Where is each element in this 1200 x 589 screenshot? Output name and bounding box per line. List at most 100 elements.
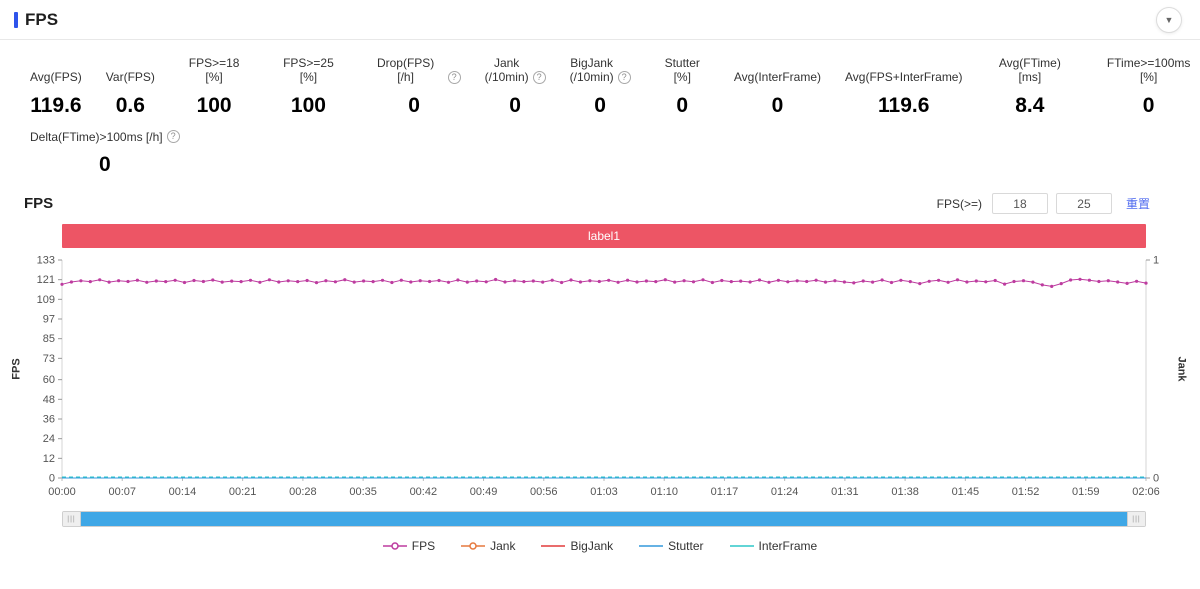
series-marker-fps xyxy=(616,280,620,285)
series-marker-fps xyxy=(776,278,781,283)
series-marker-fps xyxy=(437,279,441,283)
series-marker-fps xyxy=(1021,279,1026,283)
series-marker-fps xyxy=(296,280,300,284)
scrollbar-left-handle[interactable]: ||| xyxy=(63,512,81,527)
stat-label-text: BigJank (/10min) xyxy=(569,56,614,85)
stat-item: Delta(FTime)>100ms [/h]? 0 xyxy=(30,130,180,177)
stat-value: 0 xyxy=(594,93,606,117)
stat-label-text: Avg(FPS+InterFrame) xyxy=(845,70,963,85)
series-marker-fps xyxy=(522,280,526,284)
series-marker-fps xyxy=(682,279,686,283)
series-marker-fps xyxy=(352,280,356,284)
help-icon[interactable]: ? xyxy=(166,130,180,144)
series-marker-fps xyxy=(88,280,92,284)
stat-value: 0 xyxy=(771,93,784,117)
series-marker-fps xyxy=(1012,280,1016,284)
series-marker-fps xyxy=(475,279,479,283)
stat-label: Delta(FTime)>100ms [/h]? xyxy=(30,130,180,144)
series-marker-fps xyxy=(333,280,337,284)
series-marker-fps xyxy=(833,279,837,283)
scrollbar-track[interactable] xyxy=(81,512,1127,527)
series-marker-fps xyxy=(560,281,564,285)
series-marker-fps xyxy=(154,279,158,283)
series-marker-fps xyxy=(182,281,187,285)
y-tick-label: 36 xyxy=(43,414,55,426)
x-tick-label: 01:59 xyxy=(1072,486,1100,498)
y-tick-label: 48 xyxy=(43,394,55,406)
legend-item-interframe[interactable]: InterFrame xyxy=(729,539,817,553)
jank-legend-icon xyxy=(461,542,486,550)
fps-threshold-input-2[interactable] xyxy=(1055,193,1112,215)
series-marker-fps xyxy=(239,280,243,284)
stat-label-text: FPS>=25 [%] xyxy=(283,56,334,85)
y-tick-label: 121 xyxy=(37,274,55,286)
bigjank-legend-icon xyxy=(541,545,566,547)
series-marker-fps xyxy=(880,278,884,282)
stat-label: Var(FPS) xyxy=(106,57,155,85)
scrollbar-right-handle[interactable]: ||| xyxy=(1127,512,1145,527)
y-tick-label: 97 xyxy=(43,314,55,326)
y-axis-label-jank: Jank xyxy=(1175,356,1188,383)
series-marker-fps xyxy=(748,280,752,284)
series-marker-fps xyxy=(805,280,809,284)
fps-panel: FPS ▼ Avg(FPS) 119.6 Var(FPS) 0.6 FPS>=18 [%… xyxy=(0,7,1200,554)
reset-link[interactable]: 重置 xyxy=(1125,197,1150,212)
legend-label: Jank xyxy=(490,539,516,554)
stat-item: FTime>=100ms [%] 0 xyxy=(1097,56,1200,118)
stat-value: 0 xyxy=(408,93,420,117)
series-marker-fps xyxy=(720,279,724,283)
stat-value: 0 xyxy=(509,93,521,117)
series-marker-fps xyxy=(1003,282,1007,286)
series-marker-fps xyxy=(767,280,771,285)
stutter-legend-icon xyxy=(639,545,664,547)
series-marker-fps xyxy=(710,281,715,285)
chart-area: FPS 133 121 109 97 85 73 60 48 36 24 12 0 1 0 00:00 00:… xyxy=(0,252,1200,505)
series-marker-fps xyxy=(1144,281,1148,285)
legend-item-jank[interactable]: Jank xyxy=(461,539,515,553)
stat-label-text: Avg(FPS) xyxy=(30,70,82,85)
x-tick-label: 01:45 xyxy=(952,486,980,498)
stat-label-text: FTime>=100ms [%] xyxy=(1106,56,1191,85)
help-icon[interactable]: ? xyxy=(532,70,546,84)
y-tick-label: 73 xyxy=(43,353,55,365)
fps-legend-icon xyxy=(382,542,407,550)
series-marker-fps xyxy=(1135,279,1139,284)
stat-value: 119.6 xyxy=(30,93,82,117)
y-tick-label: 133 xyxy=(37,255,55,267)
series-marker-fps xyxy=(1031,280,1035,284)
fps-threshold-input-1[interactable] xyxy=(991,193,1048,215)
series-marker-fps xyxy=(1078,277,1082,282)
chart-scrollbar[interactable]: ||| ||| xyxy=(62,511,1146,528)
legend-item-bigjank[interactable]: BigJank xyxy=(541,539,613,553)
series-marker-fps xyxy=(635,280,639,284)
collapse-button[interactable]: ▼ xyxy=(1156,7,1182,33)
chart-header: FPS FPS(>=) 重置 xyxy=(0,193,1200,215)
stat-label: Avg(FPS+InterFrame) xyxy=(845,57,962,85)
series-marker-fps xyxy=(1087,278,1091,282)
legend-label: FPS xyxy=(411,539,436,554)
series-marker-fps xyxy=(1125,281,1129,286)
series-marker-fps xyxy=(588,279,592,283)
series-marker-fps xyxy=(918,282,922,286)
help-icon[interactable]: ? xyxy=(617,70,631,84)
stat-value: 100 xyxy=(290,93,326,117)
interframe-legend-icon xyxy=(729,545,754,547)
stat-label: FPS>=18 [%] xyxy=(179,56,249,85)
stat-item: Avg(FPS+InterFrame) 119.6 xyxy=(845,57,962,118)
series-marker-fps xyxy=(842,280,847,284)
y-tick-label: 85 xyxy=(43,333,55,345)
series-marker-fps xyxy=(965,280,969,284)
series-marker-fps xyxy=(691,280,696,284)
stat-label-text: Delta(FTime)>100ms [/h] xyxy=(30,129,163,144)
series-marker-fps xyxy=(654,280,658,284)
legend-item-stutter[interactable]: Stutter xyxy=(639,539,704,553)
help-icon[interactable]: ? xyxy=(447,70,461,84)
fps-threshold-controls: FPS(>=) 重置 xyxy=(937,193,1150,215)
x-tick-label: 01:17 xyxy=(711,486,739,498)
legend-item-fps[interactable]: FPS xyxy=(382,539,436,554)
series-marker-fps xyxy=(607,278,611,283)
series-marker-fps xyxy=(786,280,790,284)
series-marker-fps xyxy=(79,279,83,283)
x-tick-label: 00:07 xyxy=(108,486,136,498)
